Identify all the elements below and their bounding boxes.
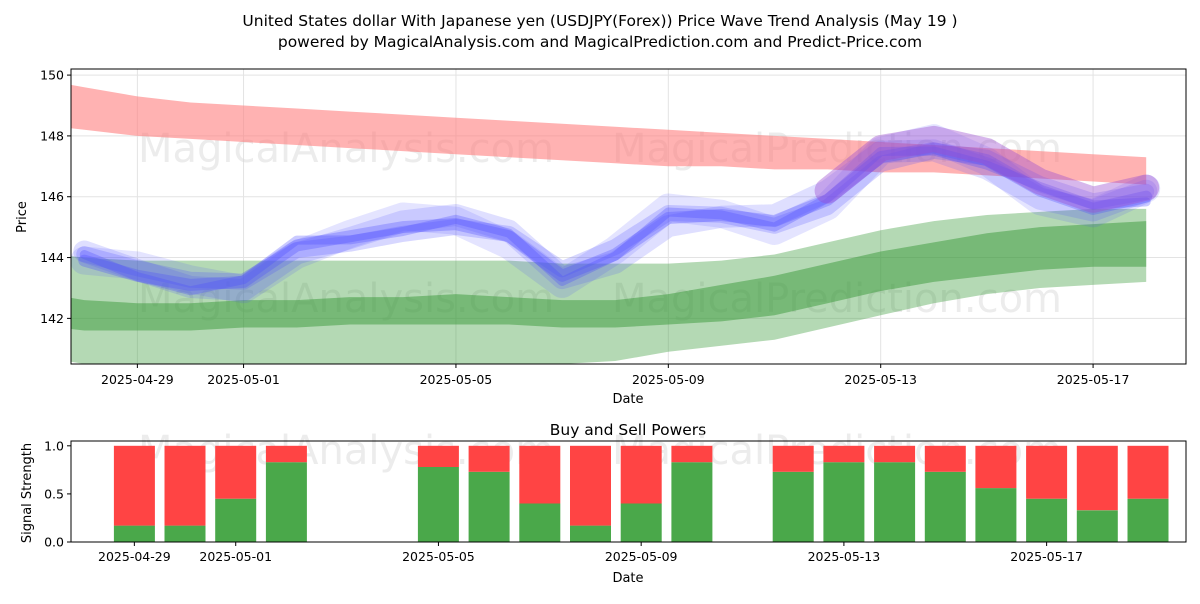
sell-bar — [519, 445, 561, 504]
sell-bar — [215, 445, 257, 499]
sell-bar — [772, 445, 814, 472]
buy-sell-title: Buy and Sell Powers — [550, 421, 707, 439]
buy-bar — [772, 471, 814, 542]
buy-sell-x-tick-label: 2025-05-01 — [199, 549, 272, 564]
buy-sell-x-axis: 2025-04-29 2025-05-01 2025-05-05 2025-05-09… — [98, 542, 1083, 564]
price-wave-overlap — [814, 125, 1160, 213]
sell-bar — [113, 445, 155, 526]
buy-sell-x-tick-label: 2025-05-05 — [402, 549, 475, 564]
buy-bar — [417, 467, 459, 542]
price-x-tick-label: 2025-05-17 — [1057, 372, 1130, 387]
buy-bar — [164, 525, 206, 542]
price-wave-line — [78, 142, 1153, 291]
sell-bar — [924, 445, 966, 472]
price-y-tick-label: 142 — [40, 311, 64, 326]
buy-sell-y-tick-label: 0.5 — [44, 486, 64, 501]
price-x-tick-label: 2025-05-13 — [844, 372, 917, 387]
price-wave-line — [79, 146, 1151, 296]
sell-bar — [874, 445, 916, 463]
price-y-tick-label: 146 — [40, 189, 64, 204]
buy-bar — [265, 462, 307, 542]
sell-bar — [468, 445, 510, 472]
buy-bar — [874, 462, 916, 542]
price-plot-frame — [70, 68, 1187, 365]
buy-bar — [1026, 498, 1068, 542]
buy-bar — [1127, 498, 1169, 542]
sell-bar — [1127, 445, 1169, 499]
buy-bar — [113, 525, 155, 542]
sell-bar — [620, 445, 662, 504]
price-x-tick-label: 2025-05-05 — [420, 372, 493, 387]
price-x-tick-label: 2025-04-29 — [101, 372, 174, 387]
buy-bar — [468, 471, 510, 542]
sell-bar — [417, 445, 459, 467]
buy-sell-x-tick-label: 2025-05-17 — [1010, 549, 1083, 564]
buy-bar — [620, 503, 662, 542]
price-y-tick-label: 148 — [40, 128, 64, 143]
buy-sell-y-axis: 0.0 0.5 1.0 — [44, 438, 71, 550]
sell-bar — [570, 445, 611, 526]
chart-title-line1: United States dollar With Japanese yen (… — [242, 12, 957, 30]
sell-bar — [265, 445, 307, 463]
buy-bar — [671, 462, 713, 542]
buy-sell-bars — [113, 445, 1169, 542]
sell-bar — [164, 445, 206, 526]
buy-sell-x-tick-label: 2025-05-09 — [605, 549, 678, 564]
buy-bar — [823, 462, 865, 542]
price-wave-line — [71, 124, 1161, 304]
sell-bar — [1026, 445, 1068, 499]
buy-sell-y-axis-label: Signal Strength — [20, 443, 35, 543]
band-support-band-outer — [71, 208, 1147, 364]
chart-title-line2: powered by MagicalAnalysis.com and Magic… — [278, 33, 922, 51]
band-support-band-inner — [71, 221, 1147, 331]
buy-sell-x-tick-label: 2025-04-29 — [98, 549, 171, 564]
price-wave-chart: MagicalAnalysis.com MagicalPrediction.co… — [15, 68, 1187, 407]
price-bands — [71, 84, 1147, 364]
sell-bar — [823, 445, 865, 463]
price-wave-line — [76, 142, 1155, 290]
price-x-axis-label: Date — [612, 392, 643, 407]
price-y-tick-label: 144 — [40, 250, 64, 265]
buy-bar — [975, 488, 1017, 542]
buy-sell-powers-chart: Buy and Sell Powers MagicalAnalysis.com … — [20, 421, 1187, 586]
price-x-tick-label: 2025-05-09 — [632, 372, 705, 387]
price-y-axis: 142 144 146 148 150 — [40, 68, 71, 326]
buy-bar — [1076, 510, 1118, 542]
buy-bar — [924, 471, 966, 542]
buy-bar — [215, 498, 257, 542]
band-resistance-band — [71, 84, 1147, 185]
sell-bar — [975, 445, 1017, 489]
price-waves — [71, 124, 1161, 304]
price-y-axis-label: Price — [15, 201, 30, 233]
price-x-tick-label: 2025-05-01 — [207, 372, 280, 387]
buy-sell-plot-frame — [70, 440, 1187, 543]
price-wave-line — [73, 139, 1158, 302]
buy-sell-y-tick-label: 1.0 — [44, 438, 64, 453]
price-y-tick-label: 150 — [40, 68, 64, 83]
buy-sell-y-tick-label: 0.0 — [44, 535, 64, 550]
sell-bar — [671, 445, 713, 463]
buy-sell-x-tick-label: 2025-05-13 — [808, 549, 881, 564]
sell-bar — [1076, 445, 1118, 511]
price-x-axis: 2025-04-29 2025-05-01 2025-05-05 2025-05-09… — [101, 364, 1129, 387]
buy-sell-x-axis-label: Date — [612, 571, 643, 586]
buy-bar — [519, 503, 561, 542]
buy-bar — [570, 525, 611, 542]
